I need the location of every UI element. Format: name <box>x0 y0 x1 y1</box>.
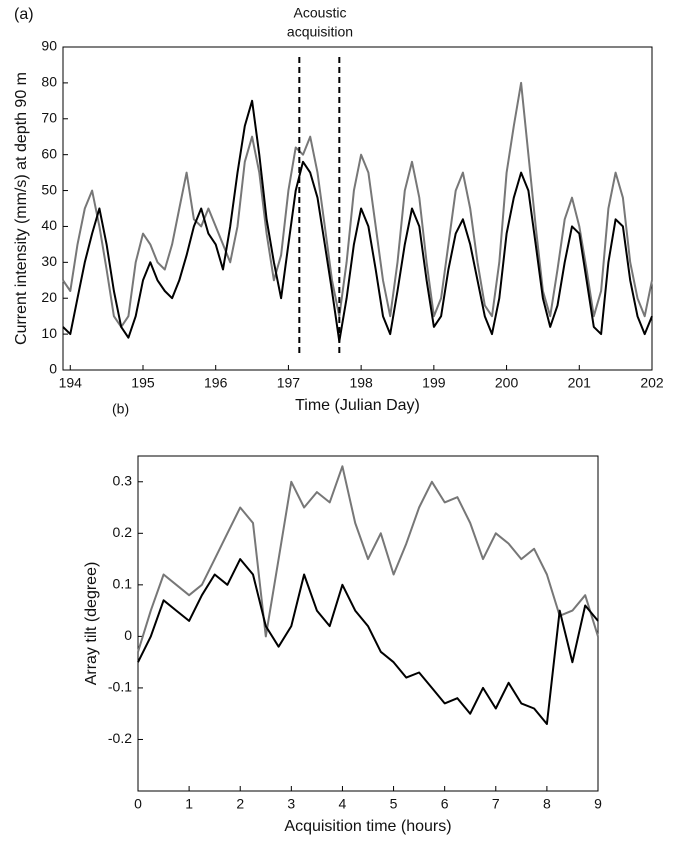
y-tick-label: -0.1 <box>108 679 132 695</box>
y-tick-label: -0.2 <box>108 730 132 746</box>
plot-frame <box>62 46 653 371</box>
x-tick-label: 200 <box>495 375 519 391</box>
x-tick-label: 199 <box>422 375 446 391</box>
x-tick-label: 196 <box>204 375 228 391</box>
y-tick-label: 0 <box>49 361 57 377</box>
x-tick-label: 4 <box>339 796 347 812</box>
x-tick-label: 3 <box>287 796 295 812</box>
x-tick-label: 1 <box>185 796 193 812</box>
plot-frame <box>137 455 599 792</box>
y-tick-label: 0 <box>124 627 132 643</box>
y-tick-label: 0.2 <box>113 524 133 540</box>
y-tick-label: 10 <box>41 325 57 341</box>
y-tick-label: 90 <box>41 38 57 54</box>
series-line <box>137 558 599 725</box>
series-line <box>62 81 653 328</box>
y-tick-label: 40 <box>41 217 57 233</box>
x-tick-label: 5 <box>390 796 398 812</box>
y-tick-label: 20 <box>41 289 57 305</box>
y-tick-label: 0.3 <box>113 472 133 488</box>
y-axis-label: Current intensity (mm/s) at depth 90 m <box>13 72 30 345</box>
panel-label: (b) <box>112 401 129 417</box>
panel-label: (a) <box>14 6 34 23</box>
x-tick-label: 197 <box>277 375 301 391</box>
x-tick-label: 6 <box>441 796 449 812</box>
y-tick-label: 50 <box>41 181 57 197</box>
series-line <box>62 99 653 343</box>
x-axis-label: Time (Julian Day) <box>295 397 420 414</box>
series-line <box>137 465 599 653</box>
x-tick-label: 2 <box>236 796 244 812</box>
x-tick-label: 202 <box>640 375 664 391</box>
x-tick-label: 198 <box>349 375 373 391</box>
annotation: Acoustic <box>294 5 347 21</box>
x-tick-label: 194 <box>59 375 83 391</box>
x-tick-label: 7 <box>492 796 500 812</box>
x-tick-label: 0 <box>134 796 142 812</box>
x-tick-label: 8 <box>543 796 551 812</box>
x-tick-label: 195 <box>131 375 155 391</box>
annotation: acquisition <box>287 24 353 40</box>
y-tick-label: 0.1 <box>113 576 133 592</box>
y-tick-label: 30 <box>41 253 57 269</box>
y-axis-label: Array tilt (degree) <box>83 562 100 686</box>
x-tick-label: 201 <box>568 375 592 391</box>
x-axis-label: Acquisition time (hours) <box>284 818 451 835</box>
y-tick-label: 70 <box>41 109 57 125</box>
y-tick-label: 60 <box>41 145 57 161</box>
y-tick-label: 80 <box>41 74 57 90</box>
x-tick-label: 9 <box>594 796 602 812</box>
